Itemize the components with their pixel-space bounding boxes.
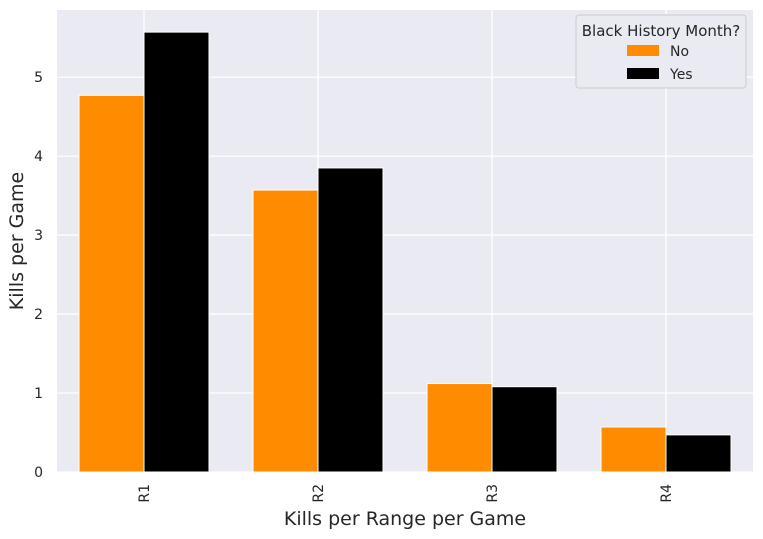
- x-tick-label: R4: [659, 484, 675, 503]
- legend-label-yes: Yes: [669, 67, 693, 83]
- legend-swatch-yes: [627, 68, 659, 79]
- bar-no-r1: [78, 94, 145, 473]
- x-tick-label: R1: [137, 484, 153, 503]
- legend-title: Black History Month?: [582, 22, 740, 40]
- bar-yes-r4: [665, 434, 732, 473]
- bar-no-r3: [426, 383, 493, 473]
- bar-no-r4: [600, 426, 667, 473]
- legend-swatch-no: [627, 45, 659, 56]
- x-tick-label: R3: [485, 484, 501, 503]
- y-tick-label: 3: [34, 228, 43, 244]
- legend-label-no: No: [670, 44, 689, 60]
- x-axis-ticks: R1 R2 R3 R4: [137, 484, 675, 503]
- bars: [78, 31, 732, 473]
- y-tick-label: 4: [34, 149, 43, 165]
- y-axis-label: Kills per Game: [6, 172, 28, 310]
- y-tick-label: 0: [34, 465, 43, 481]
- x-axis-label: Kills per Range per Game: [284, 508, 526, 530]
- bar-yes-r1: [143, 31, 210, 473]
- bar-no-r2: [252, 189, 319, 473]
- legend: Black History Month? No Yes: [575, 14, 747, 89]
- y-tick-label: 1: [34, 386, 43, 402]
- legend-box: [575, 14, 747, 89]
- y-axis-ticks: 0 1 2 3 4 5: [34, 70, 43, 481]
- y-tick-label: 2: [34, 307, 43, 323]
- x-tick-label: R2: [311, 484, 327, 503]
- y-tick-label: 5: [34, 70, 43, 86]
- bar-yes-r3: [491, 386, 558, 473]
- bar-yes-r2: [317, 167, 384, 473]
